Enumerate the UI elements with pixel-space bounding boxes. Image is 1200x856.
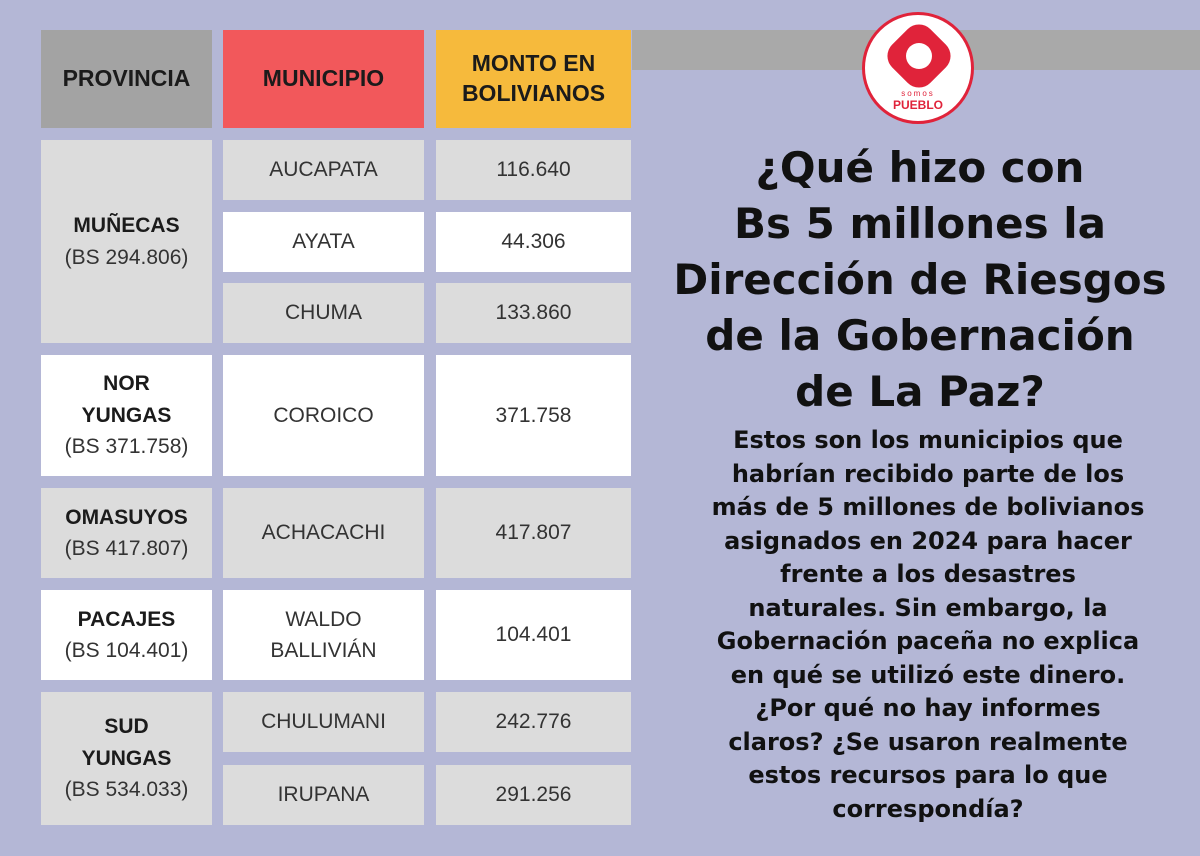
monto-cell: 44.306	[436, 212, 631, 272]
header-municipio: MUNICIPIO	[223, 30, 424, 128]
monto-cell: 133.860	[436, 283, 631, 343]
municipio-cell: IRUPANA	[223, 765, 424, 825]
body-line: claros? ¿Se usaron realmente	[728, 727, 1128, 756]
body-line: Estos son los municipios que	[733, 426, 1123, 454]
province-cell-sud-yungas: SUD YUNGAS (BS 534.033)	[41, 692, 212, 825]
province-cell-omasuyos: OMASUYOS (BS 417.807)	[41, 488, 212, 578]
logo-small-text: somos	[901, 89, 935, 98]
province-name: PACAJES	[77, 607, 176, 631]
municipio-cell: CHULUMANI	[223, 692, 424, 752]
monto-cell: 291.256	[436, 765, 631, 825]
province-total: (BS 371.758)	[64, 435, 189, 459]
monto-cell: 371.758	[436, 355, 631, 476]
body-line: Gobernación paceña no explica	[716, 627, 1140, 655]
body-paragraph: Estos son los municipios que habrían rec…	[668, 424, 1188, 826]
municipio-cell: CHUMA	[223, 283, 424, 343]
logo-word: PUEBLO	[892, 98, 943, 112]
body-line: estos recursos para lo que	[748, 761, 1108, 789]
somos-pueblo-logo: somos PUEBLO	[862, 12, 974, 124]
municipio-cell: ACHACACHI	[223, 488, 424, 578]
body-line: en qué se utilizó este dinero.	[730, 660, 1126, 689]
municipio-cell: WALDO BALLIVIÁN	[223, 590, 424, 680]
headline-line: de La Paz?	[795, 367, 1045, 416]
province-cell-nor-yungas: NOR YUNGAS (BS 371.758)	[41, 355, 212, 476]
headline-line: de la Gobernación	[705, 311, 1135, 360]
body-line: asignados en 2024 para hacer	[724, 526, 1132, 555]
province-name: OMASUYOS	[65, 505, 188, 529]
province-name: NOR	[103, 372, 150, 396]
headline-line: Bs 5 millones la	[733, 199, 1107, 248]
province-total: (BS 417.807)	[64, 537, 189, 560]
headline-line: Dirección de Riesgos	[673, 255, 1167, 304]
body-line: habrían recibido parte de los	[731, 459, 1125, 488]
header-monto: MONTO EN BOLIVIANOS	[436, 30, 631, 128]
headline-line: ¿Qué hizo con	[755, 143, 1085, 192]
body-line: ¿Por qué no hay informes	[755, 694, 1101, 722]
monto-cell: 116.640	[436, 140, 631, 200]
province-name: MUÑECAS	[73, 214, 180, 237]
header-provincia: PROVINCIA	[41, 30, 212, 128]
body-line: naturales. Sin embargo, la	[748, 593, 1108, 622]
body-line: más de 5 millones de bolivianos	[711, 493, 1145, 521]
province-total: (BS 294.806)	[64, 245, 189, 269]
municipio-cell: AUCAPATA	[223, 140, 424, 200]
monto-cell: 242.776	[436, 692, 631, 752]
municipio-cell: COROICO	[223, 355, 424, 476]
province-cell-pacajes: PACAJES (BS 104.401)	[41, 590, 212, 680]
province-name: SUD	[104, 715, 149, 739]
province-cell-munecas: MUÑECAS (BS 294.806)	[41, 140, 212, 343]
province-name: YUNGAS	[81, 746, 172, 770]
monto-cell: 417.807	[436, 488, 631, 578]
monto-cell: 104.401	[436, 590, 631, 680]
province-name: YUNGAS	[81, 403, 172, 427]
body-line: correspondía?	[832, 794, 1024, 823]
province-total: (BS 534.033)	[64, 778, 189, 802]
municipio-cell: AYATA	[223, 212, 424, 272]
province-total: (BS 104.401)	[64, 639, 189, 662]
body-line: frente a los desastres	[780, 560, 1076, 588]
headline: ¿Qué hizo con Bs 5 millones la Dirección…	[650, 140, 1190, 420]
